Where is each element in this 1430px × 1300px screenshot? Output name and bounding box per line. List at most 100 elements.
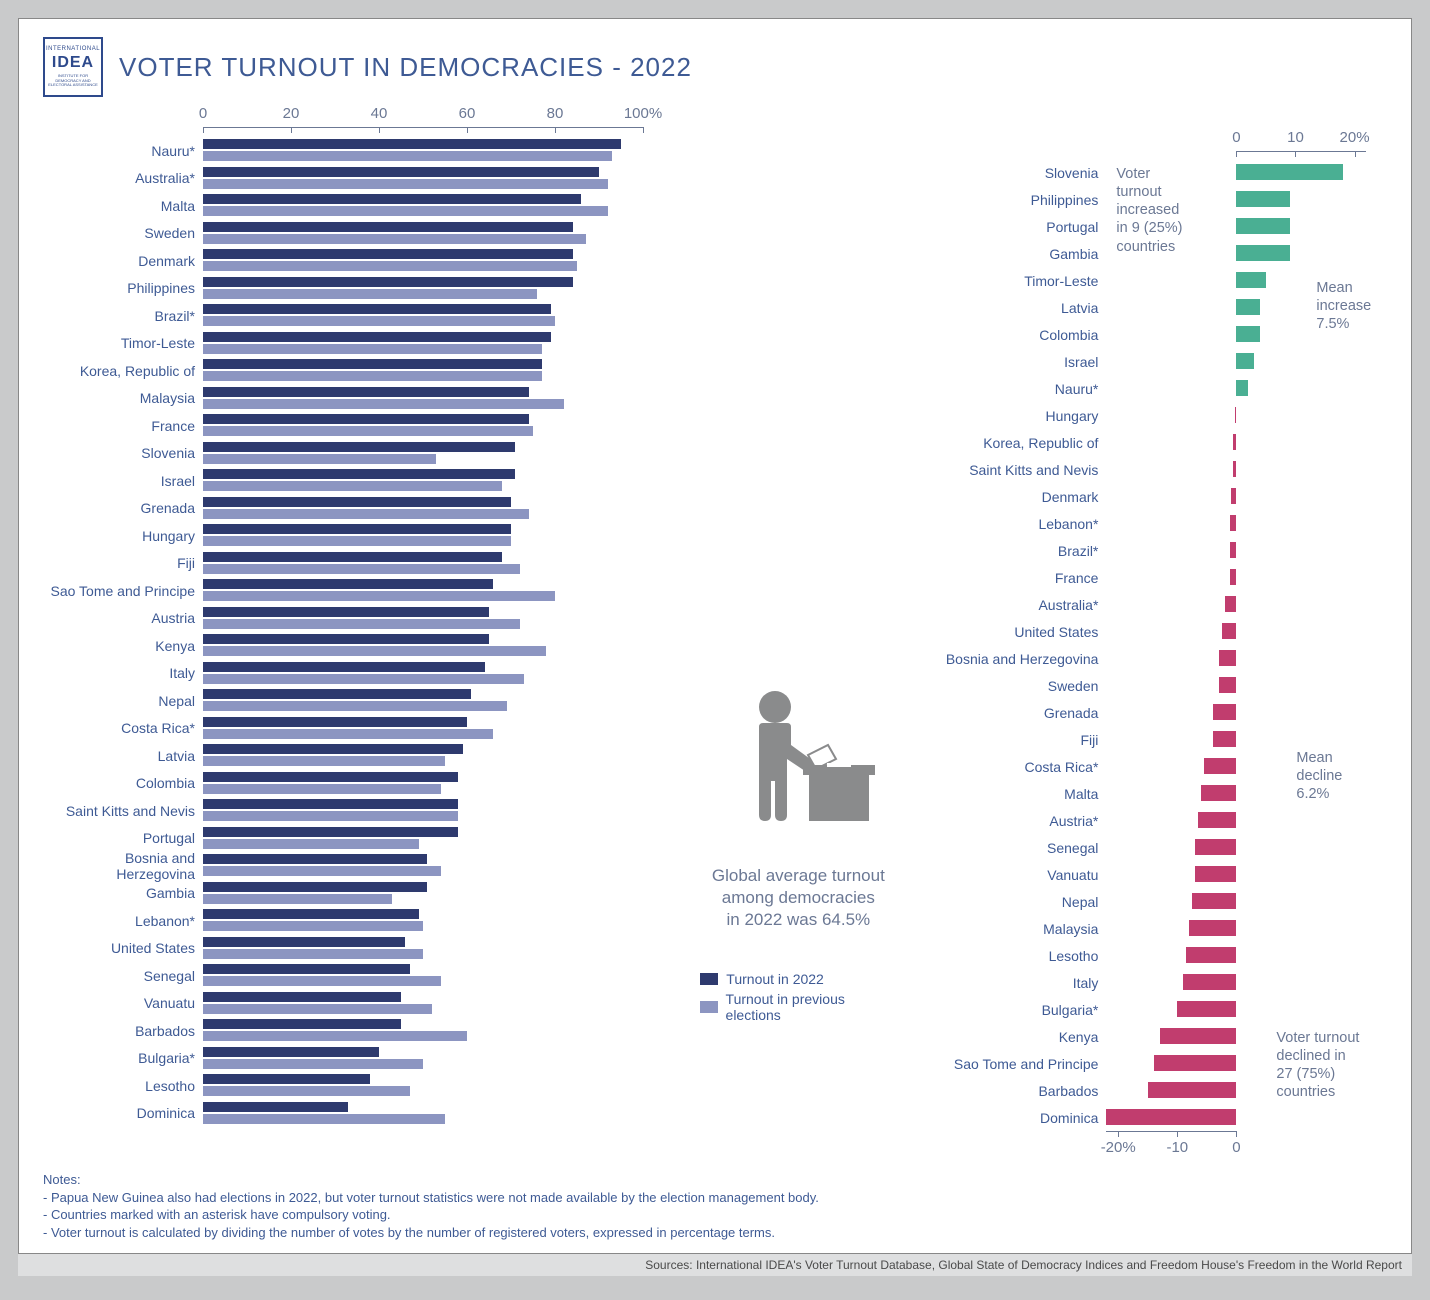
bar-turnout-prev — [203, 261, 577, 271]
country-label: Kenya — [43, 638, 203, 654]
country-label: Denmark — [43, 253, 203, 269]
legend-swatch-prev — [700, 1001, 717, 1013]
caption-line: among democracies — [722, 888, 875, 907]
bar-change — [1204, 758, 1237, 774]
country-label: Bosnia and Herzegovina — [43, 850, 203, 882]
country-label: Dominica — [916, 1110, 1106, 1126]
axis-tick-label: 0 — [199, 105, 207, 122]
bar-turnout-2022 — [203, 1019, 401, 1029]
source-bar: Sources: International IDEA's Voter Turn… — [18, 1254, 1412, 1276]
turnout-row: Sao Tome and Principe — [43, 577, 680, 605]
country-label: France — [43, 418, 203, 434]
axis-tick-label: 20% — [1340, 129, 1370, 146]
change-row: Sweden — [916, 672, 1387, 699]
bar-turnout-prev — [203, 949, 423, 959]
turnout-row: Israel — [43, 467, 680, 495]
change-row: Gambia — [916, 240, 1387, 267]
country-label: Italy — [43, 665, 203, 681]
caption-line: in 2022 was 64.5% — [727, 910, 871, 929]
legend: Turnout in 2022 Turnout in previous elec… — [700, 971, 896, 1023]
country-label: Korea, Republic of — [43, 363, 203, 379]
country-label: Sao Tome and Principe — [916, 1056, 1106, 1072]
country-label: Brazil* — [916, 543, 1106, 559]
change-row: Lebanon* — [916, 510, 1387, 537]
change-row: Brazil* — [916, 537, 1387, 564]
change-row: Denmark — [916, 483, 1387, 510]
charts-container: 020406080100% Nauru*Australia*MaltaSwede… — [43, 105, 1387, 1161]
bar-turnout-prev — [203, 399, 564, 409]
bar-change — [1201, 785, 1236, 801]
bar-turnout-prev — [203, 921, 423, 931]
change-row: Kenya — [916, 1023, 1387, 1050]
turnout-row: Senegal — [43, 962, 680, 990]
infographic-frame: INTERNATIONAL IDEA INSTITUTE FOR DEMOCRA… — [18, 18, 1412, 1254]
bar-turnout-prev — [203, 206, 608, 216]
logo-sub-text: INSTITUTE FOR DEMOCRACY AND ELECTORAL AS… — [47, 74, 99, 87]
country-label: Malaysia — [43, 390, 203, 406]
bar-turnout-prev — [203, 289, 537, 299]
country-label: United States — [916, 624, 1106, 640]
bar-change — [1233, 434, 1236, 450]
bar-turnout-prev — [203, 1059, 423, 1069]
country-label: Fiji — [916, 732, 1106, 748]
bar-turnout-2022 — [203, 167, 599, 177]
country-label: Lebanon* — [916, 516, 1106, 532]
turnout-row: Philippines — [43, 275, 680, 303]
bar-turnout-prev — [203, 509, 529, 519]
bar-turnout-prev — [203, 894, 392, 904]
turnout-row: United States — [43, 935, 680, 963]
bar-change — [1148, 1082, 1237, 1098]
country-label: Lebanon* — [43, 913, 203, 929]
country-label: France — [916, 570, 1106, 586]
country-label: Saint Kitts and Nevis — [916, 462, 1106, 478]
change-row: Vanuatu — [916, 861, 1387, 888]
country-label: Malaysia — [916, 921, 1106, 937]
turnout-row: Fiji — [43, 550, 680, 578]
bar-turnout-prev — [203, 839, 419, 849]
bar-turnout-2022 — [203, 662, 485, 672]
country-label: Brazil* — [43, 308, 203, 324]
turnout-row: Costa Rica* — [43, 715, 680, 743]
country-label: Portugal — [43, 830, 203, 846]
change-row: Barbados — [916, 1077, 1387, 1104]
change-row: Costa Rica* — [916, 753, 1387, 780]
country-label: Gambia — [916, 246, 1106, 262]
country-label: Philippines — [916, 192, 1106, 208]
change-row: Israel — [916, 348, 1387, 375]
note-line: - Papua New Guinea also had elections in… — [43, 1189, 1387, 1207]
axis-tick-label: -20% — [1101, 1139, 1136, 1156]
change-row: Austria* — [916, 807, 1387, 834]
change-row: Italy — [916, 969, 1387, 996]
country-label: Hungary — [916, 408, 1106, 424]
turnout-row: Timor-Leste — [43, 330, 680, 358]
country-label: Vanuatu — [43, 995, 203, 1011]
change-row: United States — [916, 618, 1387, 645]
header: INTERNATIONAL IDEA INSTITUTE FOR DEMOCRA… — [43, 37, 1387, 97]
bar-change — [1192, 893, 1236, 909]
country-label: Denmark — [916, 489, 1106, 505]
bar-turnout-prev — [203, 756, 445, 766]
turnout-row: Nauru* — [43, 137, 680, 165]
global-average-caption: Global average turnout among democracies… — [700, 865, 896, 931]
bar-turnout-2022 — [203, 497, 511, 507]
turnout-row: Malta — [43, 192, 680, 220]
bar-turnout-2022 — [203, 1074, 370, 1084]
bar-turnout-2022 — [203, 414, 529, 424]
country-label: Colombia — [43, 775, 203, 791]
country-label: Nauru* — [916, 381, 1106, 397]
bar-turnout-2022 — [203, 772, 458, 782]
country-label: Kenya — [916, 1029, 1106, 1045]
bar-turnout-prev — [203, 784, 441, 794]
country-label: Slovenia — [43, 445, 203, 461]
turnout-row: Brazil* — [43, 302, 680, 330]
change-chart-bottom-axis: -20%-100 — [1106, 1131, 1366, 1161]
change-row: Fiji — [916, 726, 1387, 753]
bar-turnout-prev — [203, 976, 441, 986]
bar-change — [1219, 650, 1237, 666]
bar-change — [1225, 596, 1237, 612]
country-label: Bulgaria* — [43, 1050, 203, 1066]
bar-turnout-prev — [203, 344, 542, 354]
turnout-row: Kenya — [43, 632, 680, 660]
country-label: Sao Tome and Principe — [43, 583, 203, 599]
country-label: Colombia — [916, 327, 1106, 343]
